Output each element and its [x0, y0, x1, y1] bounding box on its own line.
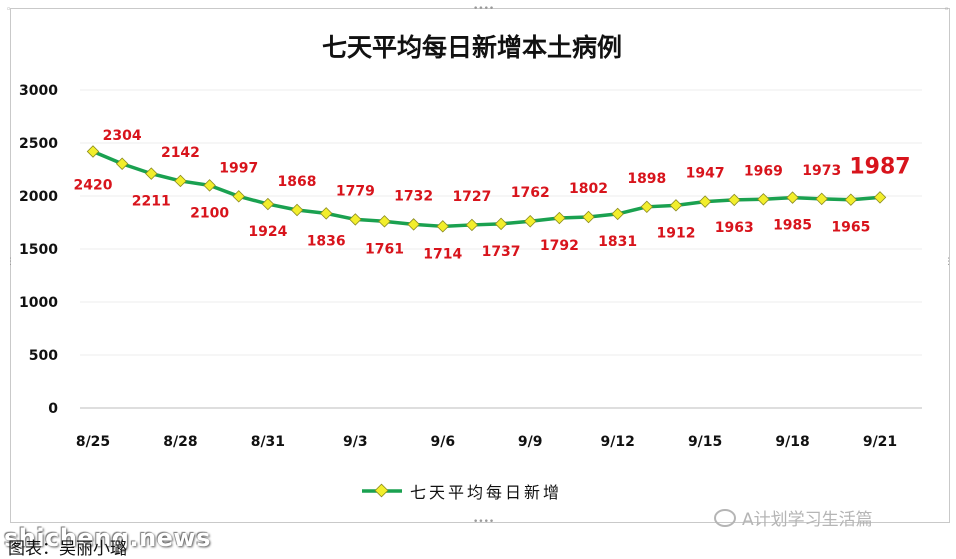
data-label: 2142 [161, 145, 200, 161]
data-point [553, 211, 566, 225]
wechat-icon [714, 508, 736, 527]
data-point [728, 193, 741, 207]
series-markers [86, 145, 887, 233]
data-label: 1836 [307, 233, 346, 249]
x-axis-ticks: 8/25 8/28 8/31 9/3 9/6 9/9 9/12 9/15 9/18 9/21 [76, 434, 897, 450]
data-label: 1831 [598, 234, 637, 250]
data-point [640, 200, 654, 214]
data-point [494, 217, 508, 231]
data-label: 1997 [219, 160, 258, 176]
x-tick-label: 8/28 [163, 434, 197, 450]
data-point [145, 167, 158, 180]
data-point [611, 207, 624, 221]
resize-handle-left[interactable]: ⋮ [6, 257, 15, 267]
watermark-text: A计划学习生活篇 [742, 510, 873, 530]
data-labels: 2420 2304 2211 2142 2100 1997 1924 1868 1836 1779… [74, 128, 911, 263]
resize-handle-right[interactable]: ⋮ [944, 257, 953, 267]
data-label: 1987 [849, 154, 910, 179]
data-label: 1868 [278, 174, 317, 190]
x-tick-label: 9/18 [775, 434, 809, 450]
data-label: 1714 [423, 246, 462, 262]
data-label: 1792 [540, 238, 579, 254]
x-tick-label: 9/6 [430, 434, 455, 450]
x-tick-label: 9/3 [343, 434, 368, 450]
resize-handle-corner-tl[interactable]: ◦ [6, 5, 12, 15]
chart-frame [10, 8, 950, 523]
legend-label: 七天平均每日新增 [410, 483, 562, 502]
resize-handle-top[interactable]: •••• [473, 4, 495, 14]
data-label: 1912 [656, 225, 695, 241]
legend[interactable]: 七天平均每日新增 [362, 483, 562, 502]
site-watermark: shicheng.news [4, 524, 211, 552]
data-point [86, 145, 100, 158]
data-point [174, 174, 187, 188]
grid-lines [80, 89, 922, 409]
data-label: 1973 [802, 163, 841, 179]
y-tick-label: 500 [29, 348, 58, 364]
data-point [261, 197, 275, 211]
data-label: 1762 [511, 185, 550, 201]
series-line [92, 149, 881, 229]
chart-title: 七天平均每日新增本土病例 [322, 33, 622, 62]
data-point [378, 215, 391, 228]
data-label: 1761 [365, 241, 404, 257]
data-label: 1947 [686, 166, 725, 182]
data-label: 1969 [744, 163, 783, 179]
data-label: 1965 [831, 220, 870, 236]
x-tick-label: 9/21 [863, 434, 897, 450]
resize-handle-bottom[interactable]: •••• [473, 517, 495, 527]
y-tick-label: 2000 [19, 189, 58, 205]
data-point [698, 195, 712, 208]
data-label: 1737 [482, 244, 521, 260]
data-label: 2211 [132, 194, 171, 210]
data-label: 1924 [248, 224, 287, 240]
data-label: 1779 [336, 183, 375, 199]
data-point [786, 191, 799, 204]
y-tick-label: 2500 [19, 136, 58, 152]
data-point [669, 199, 683, 212]
y-tick-label: 1500 [19, 242, 58, 258]
data-point [349, 213, 362, 226]
data-label: 2420 [74, 177, 113, 193]
data-point [407, 218, 420, 231]
y-tick-label: 1000 [19, 295, 58, 311]
data-label: 1727 [452, 189, 491, 205]
y-axis-ticks: 0 500 1000 1500 2000 2500 3000 [19, 83, 58, 417]
y-tick-label: 0 [48, 401, 58, 417]
data-point [844, 193, 858, 206]
legend-marker-swatch [374, 483, 389, 498]
x-tick-label: 9/12 [600, 434, 634, 450]
data-point [290, 203, 304, 217]
resize-handle-corner-tr[interactable]: ◦ [944, 5, 950, 15]
x-tick-label: 8/31 [251, 434, 285, 450]
watermark: A计划学习生活篇 [714, 505, 873, 530]
data-point [232, 190, 245, 203]
data-label: 1898 [627, 171, 666, 187]
data-point [203, 179, 216, 192]
data-label: 1963 [715, 220, 754, 236]
y-tick-label: 3000 [19, 83, 58, 99]
data-point [757, 193, 770, 206]
data-point [436, 220, 450, 233]
x-tick-label: 9/15 [688, 434, 722, 450]
x-tick-label: 9/9 [518, 434, 543, 450]
data-label: 1802 [569, 181, 608, 197]
data-label: 1732 [394, 188, 433, 204]
data-point [582, 210, 595, 224]
x-tick-label: 8/25 [76, 434, 110, 450]
data-point [115, 157, 129, 170]
data-point [465, 218, 479, 232]
chart-caption: 图表：吴丽小璐 [8, 539, 127, 559]
data-label: 2304 [103, 128, 142, 144]
data-point [873, 191, 887, 204]
data-point [815, 192, 828, 206]
data-point [523, 215, 537, 228]
data-label: 1985 [773, 218, 812, 234]
data-label: 2100 [190, 205, 229, 221]
data-point [319, 207, 333, 220]
